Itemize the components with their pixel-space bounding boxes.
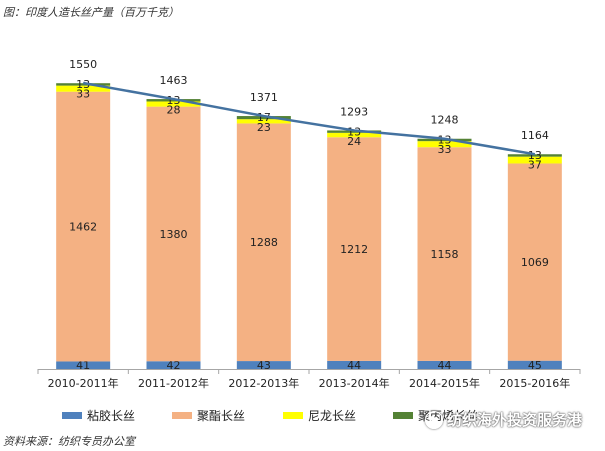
data-label-3-1: 33 bbox=[76, 88, 90, 101]
total-label-1: 1550 bbox=[69, 58, 97, 71]
legend-item-nylon: 尼龙长丝 bbox=[283, 407, 356, 424]
data-label-1-6: 45 bbox=[528, 359, 542, 372]
watermark: 纺织海外投资服务港 bbox=[425, 409, 582, 430]
data-label-1-1: 41 bbox=[76, 359, 90, 372]
chart-caption: 图：印度人造长丝产量（百万千克） bbox=[3, 6, 179, 19]
bar-segment-3-6 bbox=[507, 156, 562, 164]
legend-swatch-viscose bbox=[62, 412, 82, 419]
bar-segment-2-4 bbox=[327, 137, 382, 361]
data-label-2-5: 1158 bbox=[431, 248, 459, 261]
total-label-3: 1371 bbox=[250, 91, 278, 104]
bar-segment-2-1 bbox=[56, 91, 111, 362]
bar-segment-3-5 bbox=[417, 141, 472, 148]
legend-item-polyester: 聚酯长丝 bbox=[172, 407, 245, 424]
x-tick-label-2: 2011-2012年 bbox=[138, 376, 209, 390]
data-label-2-2: 1380 bbox=[160, 228, 188, 241]
data-label-2-1: 1462 bbox=[69, 221, 97, 234]
bar-segment-3-3 bbox=[236, 119, 291, 124]
data-label-4-1: 13 bbox=[76, 78, 90, 91]
watermark-text: 纺织海外投资服务港 bbox=[447, 411, 583, 429]
x-tick-label-3: 2012-2013年 bbox=[228, 376, 299, 390]
data-label-3-2: 28 bbox=[167, 103, 181, 116]
total-label-5: 1248 bbox=[431, 114, 459, 127]
legend-swatch-polyester bbox=[172, 412, 192, 419]
bar-segment-2-3 bbox=[236, 123, 291, 362]
data-label-3-3: 23 bbox=[257, 121, 271, 134]
data-label-2-3: 1288 bbox=[250, 236, 278, 249]
data-label-1-3: 43 bbox=[257, 359, 271, 372]
bar-segment-1-1 bbox=[56, 361, 111, 369]
data-label-3-4: 24 bbox=[347, 135, 361, 148]
data-label-1-2: 42 bbox=[167, 359, 181, 372]
bar-segment-1-2 bbox=[146, 361, 201, 369]
x-tick-label-1: 2010-2011年 bbox=[48, 376, 119, 390]
wechat-icon bbox=[425, 410, 443, 429]
x-tick-label-4: 2013-2014年 bbox=[319, 376, 390, 390]
x-tick-label-5: 2014-2015年 bbox=[409, 376, 480, 390]
bar-segment-3-2 bbox=[146, 101, 201, 107]
x-tick-label-6: 2015-2016年 bbox=[499, 376, 570, 390]
legend-item-viscose: 粘胶长丝 bbox=[62, 407, 135, 424]
source-note: 资料来源：纺织专员办公室 bbox=[3, 435, 135, 448]
total-label-6: 1164 bbox=[521, 129, 549, 142]
total-label-2: 1463 bbox=[160, 74, 188, 87]
bar-segment-2-6 bbox=[507, 163, 562, 361]
bar-segment-3-1 bbox=[56, 85, 111, 92]
data-label-4-6: 13 bbox=[528, 149, 542, 162]
bar-segment-1-4 bbox=[327, 360, 382, 369]
bar-segment-4-6 bbox=[507, 154, 562, 157]
bar-segment-2-2 bbox=[146, 106, 201, 362]
bar-segment-1-3 bbox=[236, 361, 291, 369]
bar-segment-1-5 bbox=[417, 360, 472, 369]
data-label-3-5: 33 bbox=[438, 143, 452, 156]
data-label-2-6: 1069 bbox=[521, 256, 549, 269]
legend-label-polyester: 聚酯长丝 bbox=[197, 409, 246, 423]
data-label-1-4: 44 bbox=[347, 359, 361, 372]
bar-segment-3-4 bbox=[327, 132, 382, 138]
legend-swatch-polypropylene bbox=[393, 412, 413, 419]
legend-label-viscose: 粘胶长丝 bbox=[87, 409, 136, 423]
data-label-3-6: 37 bbox=[528, 159, 542, 172]
legend-label-nylon: 尼龙长丝 bbox=[308, 409, 357, 423]
legend-swatch-nylon bbox=[283, 412, 303, 419]
bar-segment-4-3 bbox=[236, 116, 291, 120]
stacked-bar-chart: 41146233132010-2011年42138028132011-2012年… bbox=[37, 58, 581, 390]
bar-segment-1-6 bbox=[507, 360, 562, 369]
bar-segment-4-1 bbox=[56, 83, 111, 86]
bar-segment-2-5 bbox=[417, 147, 472, 361]
data-label-4-5: 13 bbox=[438, 134, 452, 147]
data-label-1-5: 44 bbox=[438, 359, 452, 372]
data-label-2-4: 1212 bbox=[340, 243, 368, 256]
total-line bbox=[82, 81, 536, 156]
total-label-4: 1293 bbox=[340, 105, 368, 118]
